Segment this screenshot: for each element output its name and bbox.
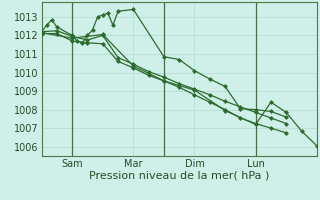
X-axis label: Pression niveau de la mer( hPa ): Pression niveau de la mer( hPa ) bbox=[89, 170, 269, 180]
